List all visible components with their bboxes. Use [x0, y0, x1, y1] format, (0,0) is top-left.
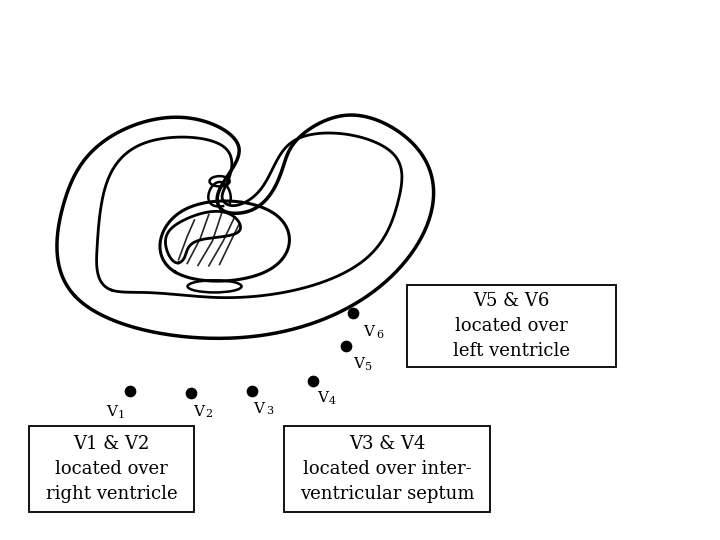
- Text: 5: 5: [365, 362, 372, 372]
- Bar: [407, 286, 616, 367]
- Text: V: V: [106, 406, 117, 420]
- Text: V5 & V6
located over
left ventricle: V5 & V6 located over left ventricle: [453, 292, 570, 360]
- Text: 3: 3: [266, 407, 273, 416]
- Text: V: V: [364, 325, 374, 339]
- Point: [246, 386, 258, 395]
- Ellipse shape: [187, 280, 242, 293]
- Point: [185, 389, 197, 397]
- Point: [340, 342, 351, 350]
- Bar: [284, 426, 490, 512]
- Text: 2: 2: [205, 409, 212, 419]
- Text: V: V: [353, 357, 364, 371]
- Point: [124, 387, 135, 396]
- Bar: [29, 426, 194, 512]
- Text: V: V: [193, 404, 204, 418]
- Text: 4: 4: [329, 396, 336, 406]
- Text: V3 & V4
located over inter-
ventricular septum: V3 & V4 located over inter- ventricular …: [300, 435, 474, 503]
- Text: V1 & V2
located over
right ventricle: V1 & V2 located over right ventricle: [46, 435, 177, 503]
- Point: [347, 309, 359, 318]
- Point: [307, 377, 319, 386]
- Text: 1: 1: [118, 410, 125, 420]
- Text: 6: 6: [376, 330, 383, 340]
- Text: Precordial (chest) electrodes: Precordial (chest) electrodes: [43, 22, 573, 56]
- Text: V: V: [253, 402, 264, 416]
- Ellipse shape: [210, 176, 230, 186]
- Text: V: V: [317, 392, 328, 406]
